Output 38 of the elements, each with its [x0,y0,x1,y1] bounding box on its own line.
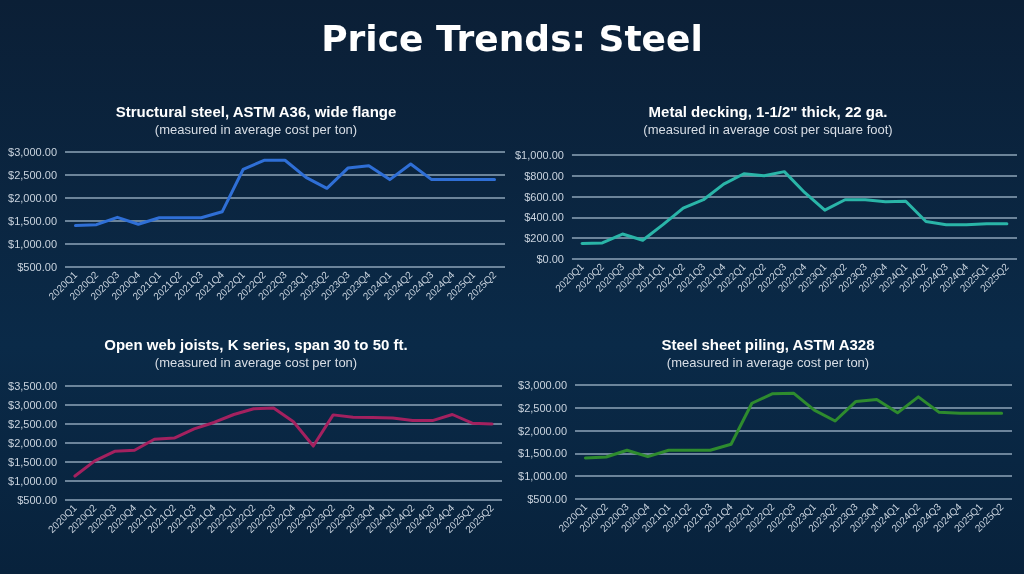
y-tick-label: $200.00 [524,232,564,245]
y-tick-label: $800.00 [524,169,564,182]
chart-subtitle: (measured in average cost per ton) [666,355,870,370]
line-series [583,391,1004,460]
y-tick-label: $3,000.00 [8,399,57,411]
y-tick-label: $2,000.00 [518,424,567,437]
y-tick-label: $1,000.00 [518,470,567,483]
y-tick-label: $2,000.00 [8,192,57,204]
y-tick-label: $1,000.00 [515,149,564,161]
text: Price Trends: Steel [320,18,704,59]
chart-title: Steel sheet piling, ASTM A328 [661,336,875,353]
y-tick-label: $1,500.00 [518,447,567,460]
y-tick-label: $2,500.00 [8,418,57,430]
y-tick-label: $2,000.00 [8,437,57,449]
y-tick-label: $500.00 [17,494,57,506]
line-series [580,170,1009,245]
chart-subtitle: (measured in average cost per ton) [154,355,358,370]
chart-subtitle: (measured in average cost per square foot) [643,122,893,137]
y-tick-label: $400.00 [524,211,564,224]
y-tick-label: $1,000.00 [8,475,57,487]
y-tick-label: $1,500.00 [8,215,57,227]
chart-title: Open web joists, K series, span 30 to 50 ft. [104,336,408,353]
line-series [73,158,497,228]
y-tick-label: $0.00 [536,253,564,265]
line-series [73,406,494,478]
y-tick-label: $600.00 [524,190,564,203]
y-tick-label: $3,000.00 [8,146,57,158]
y-tick-label: $3,500.00 [8,380,57,392]
y-tick-label: $1,000.00 [8,238,57,250]
y-tick-label: $500.00 [17,261,57,273]
chart-title: Structural steel, ASTM A36, wide flange [115,103,397,120]
chart-title: Metal decking, 1-1/2" thick, 22 ga. [648,103,888,120]
y-tick-label: $2,500.00 [518,401,567,414]
y-tick-label: $500.00 [527,493,567,505]
y-tick-label: $2,500.00 [8,169,57,181]
y-tick-label: $1,500.00 [8,456,57,468]
chart-subtitle: (measured in average cost per ton) [154,122,358,137]
y-tick-label: $3,000.00 [518,379,567,391]
